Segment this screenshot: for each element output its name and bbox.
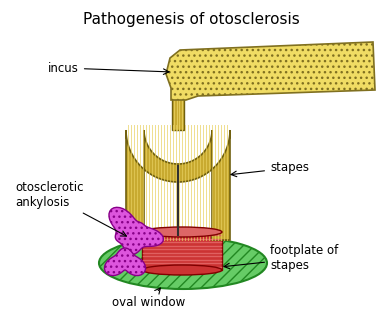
Text: otosclerotic
ankylosis: otosclerotic ankylosis xyxy=(15,181,126,236)
Polygon shape xyxy=(105,248,146,276)
Polygon shape xyxy=(166,42,375,100)
Bar xyxy=(142,232,222,270)
Text: oval window: oval window xyxy=(112,288,185,308)
Text: Pathogenesis of otosclerosis: Pathogenesis of otosclerosis xyxy=(83,12,300,27)
Text: footplate of
stapes: footplate of stapes xyxy=(224,244,338,272)
Text: stapes: stapes xyxy=(231,162,309,177)
Bar xyxy=(172,93,184,130)
Polygon shape xyxy=(109,207,164,254)
Ellipse shape xyxy=(142,227,222,237)
Ellipse shape xyxy=(142,265,222,275)
Polygon shape xyxy=(126,130,230,240)
Ellipse shape xyxy=(99,237,267,289)
Text: incus: incus xyxy=(48,62,169,74)
